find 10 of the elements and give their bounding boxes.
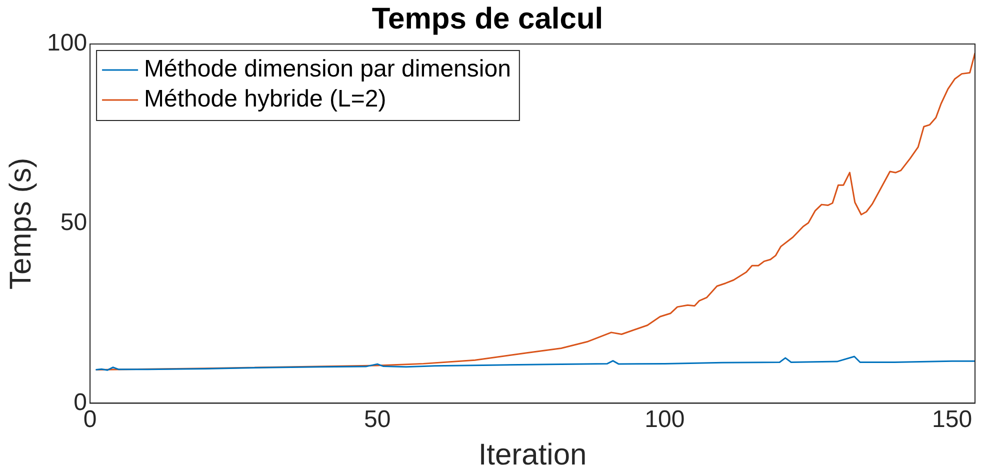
y-tick-label: 50: [60, 209, 88, 236]
x-axis-title: Iteration: [478, 438, 587, 472]
legend-label: Méthode dimension par dimension: [144, 56, 511, 83]
chart-title: Temps de calcul: [372, 2, 604, 36]
x-tick-label: 150: [932, 406, 972, 434]
x-tick-label: 100: [644, 406, 685, 434]
x-tick-label: 50: [364, 406, 391, 434]
y-axis-title: Temps (s): [4, 158, 38, 290]
legend-label: Méthode hybride (L=2): [144, 86, 386, 113]
y-tick-label: 100: [46, 30, 88, 57]
